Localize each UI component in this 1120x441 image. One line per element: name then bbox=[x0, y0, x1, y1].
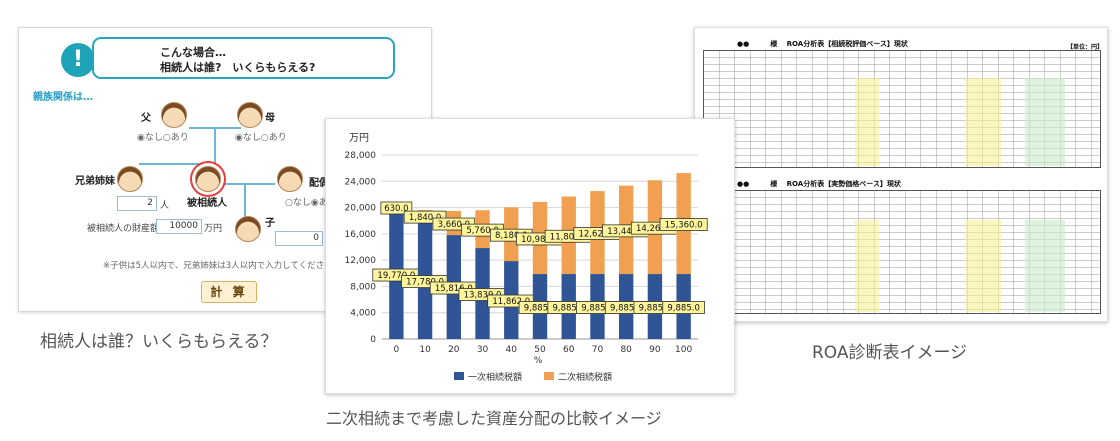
data-label-secondary: 630.0 bbox=[384, 204, 408, 214]
spouse-radio[interactable]: ○なし◉あ bbox=[285, 198, 328, 208]
legend-swatch bbox=[544, 372, 554, 380]
estate-unit: 万円 bbox=[204, 224, 223, 234]
mother-avatar bbox=[237, 102, 263, 128]
y-tick-label: 4,000 bbox=[350, 309, 376, 319]
estate-input[interactable]: 10000 bbox=[156, 219, 202, 234]
roa-unit-note: 【単位：円】 bbox=[1067, 44, 1104, 51]
legend-label: 二次相続税額 bbox=[558, 371, 612, 383]
y-tick-label: 8,000 bbox=[350, 282, 376, 292]
child-avatar bbox=[235, 216, 261, 242]
data-label-secondary: 8,180.0 bbox=[495, 231, 527, 241]
data-label-secondary: 10,980.0 bbox=[521, 235, 559, 245]
relation-heading: 親族関係は… bbox=[33, 92, 93, 103]
x-tick-label: 10 bbox=[419, 345, 431, 355]
data-label-secondary: 13,449.0 bbox=[607, 227, 645, 237]
data-label-primary: 15,816.0 bbox=[435, 284, 473, 294]
x-tick-label: 0 bbox=[393, 345, 399, 355]
child-label: 子 bbox=[265, 218, 275, 229]
data-label-secondary: 1,840.0 bbox=[409, 213, 441, 223]
x-tick-label: 30 bbox=[477, 345, 489, 355]
question-icon: ! bbox=[61, 43, 95, 77]
roa-caption: ROA診断表イメージ bbox=[812, 343, 968, 363]
calculate-button[interactable]: 計 算 bbox=[201, 281, 257, 303]
data-label-primary: 9,885.0 bbox=[524, 304, 556, 314]
data-label-secondary: 5,760.0 bbox=[466, 226, 498, 236]
data-label-primary: 11,862.0 bbox=[492, 297, 530, 307]
y-tick-label: 20,000 bbox=[345, 204, 377, 214]
legend-label: 一次相続税額 bbox=[468, 371, 522, 383]
x-tick-label: 90 bbox=[649, 345, 661, 355]
data-label-primary: 9,885.0 bbox=[639, 304, 671, 314]
roa-title-1: ●● 様 ROA分析表【相続税評価ベース】現状 bbox=[737, 40, 908, 48]
roa-sheet-panel: ●● 様 ROA分析表【相続税評価ベース】現状 【単位：円】 ●● 様 ROA分… bbox=[694, 27, 1108, 322]
y-tick-label: 24,000 bbox=[345, 177, 377, 187]
chart-unit-label: 万円 bbox=[349, 133, 369, 144]
estate-label: 被相続人の財産額 bbox=[87, 224, 160, 234]
data-label-primary: 9,885.0 bbox=[581, 304, 613, 314]
x-tick-label: 100 bbox=[675, 345, 692, 355]
calculator-caption: 相続人は誰？いくらもらえる？ bbox=[40, 332, 278, 352]
data-label-secondary: 3,660.0 bbox=[438, 220, 470, 230]
heading-line1: こんな場合… bbox=[160, 46, 226, 59]
deceased-avatar bbox=[195, 166, 221, 192]
data-label-primary: 17,780.0 bbox=[406, 278, 444, 288]
data-label-primary: 9,885.0 bbox=[610, 304, 642, 314]
data-label-secondary: 11,803.0 bbox=[550, 232, 588, 242]
father-avatar bbox=[161, 102, 187, 128]
input-note: ※子供は5人以内で、兄弟姉妹は3人以内で入力してください。 bbox=[103, 261, 342, 271]
data-label-primary: 13,839.0 bbox=[464, 291, 502, 301]
y-tick-label: 12,000 bbox=[345, 256, 377, 266]
heading-bubble: こんな場合… 相続人は誰? いくらもらえる? bbox=[92, 37, 395, 79]
comparison-chart: 0 4,000 8,000 12,000 16,000 20,000 24,000 28,00… bbox=[345, 151, 708, 383]
x-tick-label: 80 bbox=[620, 345, 632, 355]
y-tick-label: 16,000 bbox=[345, 230, 377, 240]
data-label-primary-box bbox=[662, 301, 705, 314]
data-label-secondary: 15,360.0 bbox=[665, 221, 703, 231]
chart-panel: 万円 0 4,000 8,000 12,000 16,000 20,000 24,000 28… bbox=[325, 118, 735, 394]
father-label: 父 bbox=[141, 113, 151, 124]
y-tick-label: 28,000 bbox=[345, 151, 377, 161]
data-label-secondary: 12,626.0 bbox=[579, 230, 617, 240]
father-radio[interactable]: ◉なし○あり bbox=[137, 133, 189, 143]
data-label-secondary: 14,266.0 bbox=[636, 224, 674, 234]
data-label-primary: 9,885.0 bbox=[553, 304, 585, 314]
heading-line2: 相続人は誰? いくらもらえる? bbox=[160, 61, 316, 74]
x-tick-label: 60 bbox=[563, 345, 575, 355]
spouse-avatar bbox=[277, 166, 303, 192]
y-tick-label: 0 bbox=[370, 335, 376, 345]
mother-label: 母 bbox=[265, 113, 275, 124]
chart-caption: 二次相続まで考慮した資産分配の比較イメージ bbox=[326, 409, 662, 428]
x-tick-label: 20 bbox=[448, 345, 460, 355]
data-label-secondary-box bbox=[659, 218, 708, 231]
x-tick-label: 50 bbox=[534, 345, 546, 355]
x-tick-label: 70 bbox=[592, 345, 604, 355]
x-axis-label: % bbox=[534, 356, 543, 366]
spouse-label: 配偶 bbox=[309, 178, 329, 189]
siblings-label: 兄弟姉妹 bbox=[75, 176, 115, 187]
siblings-avatar bbox=[117, 166, 143, 192]
mother-radio[interactable]: ◉なし○あり bbox=[235, 133, 287, 143]
siblings-count-input[interactable]: 2 bbox=[117, 196, 157, 211]
roa-title-2: ●● 様 ROA分析表【実勢価格ベース】現状 bbox=[737, 180, 901, 188]
child-count-input[interactable]: 0 bbox=[275, 231, 323, 246]
legend-swatch bbox=[454, 372, 464, 380]
family-tree-lines bbox=[139, 127, 275, 218]
data-label-primary: 9,885.0 bbox=[667, 304, 699, 314]
x-tick-label: 40 bbox=[506, 345, 518, 355]
deceased-label: 被相続人 bbox=[187, 198, 227, 209]
data-label-primary: 19,770.0 bbox=[377, 271, 415, 281]
siblings-unit: 人 bbox=[160, 201, 170, 211]
